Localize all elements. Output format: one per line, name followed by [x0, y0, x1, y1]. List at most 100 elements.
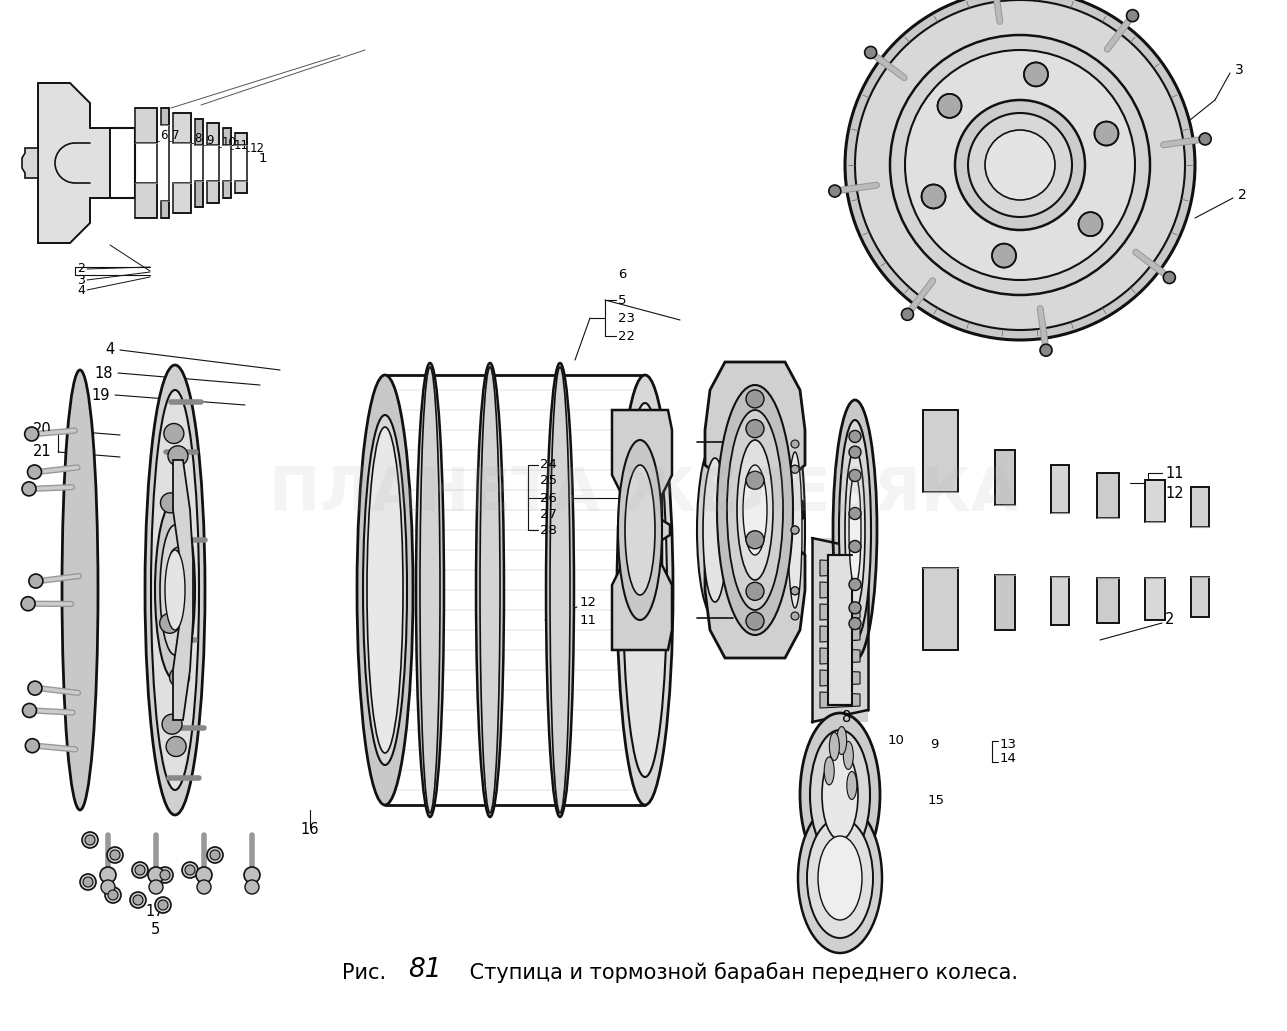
- Circle shape: [197, 880, 211, 894]
- Circle shape: [24, 427, 39, 441]
- Text: 6: 6: [618, 268, 627, 281]
- Text: 10: 10: [221, 136, 237, 149]
- Circle shape: [1163, 271, 1175, 284]
- Circle shape: [849, 431, 861, 442]
- Ellipse shape: [801, 713, 880, 877]
- Bar: [995, 450, 1015, 505]
- Ellipse shape: [846, 450, 865, 610]
- Circle shape: [921, 185, 946, 208]
- Ellipse shape: [703, 458, 727, 602]
- Ellipse shape: [416, 363, 444, 817]
- Bar: [196, 181, 203, 207]
- Bar: [812, 538, 867, 722]
- Ellipse shape: [846, 0, 1196, 340]
- Circle shape: [849, 507, 861, 520]
- Bar: [1097, 473, 1118, 518]
- Ellipse shape: [363, 415, 407, 765]
- Circle shape: [28, 681, 42, 695]
- Text: 2: 2: [77, 263, 85, 275]
- Circle shape: [746, 612, 764, 630]
- Ellipse shape: [616, 375, 673, 805]
- Text: 26: 26: [541, 492, 557, 504]
- Ellipse shape: [849, 475, 861, 585]
- Circle shape: [107, 847, 124, 863]
- Circle shape: [133, 895, 143, 905]
- Circle shape: [160, 870, 170, 880]
- Ellipse shape: [367, 427, 403, 753]
- Circle shape: [82, 832, 98, 849]
- Circle shape: [245, 867, 260, 883]
- Circle shape: [158, 900, 169, 910]
- Circle shape: [792, 465, 799, 473]
- Polygon shape: [705, 362, 804, 658]
- Circle shape: [210, 850, 220, 860]
- Ellipse shape: [824, 757, 834, 785]
- Polygon shape: [613, 410, 672, 650]
- Bar: [1145, 480, 1165, 522]
- Circle shape: [133, 862, 148, 878]
- Circle shape: [746, 531, 764, 548]
- Ellipse shape: [154, 500, 196, 680]
- Bar: [1097, 578, 1118, 623]
- Circle shape: [992, 243, 1015, 268]
- Bar: [207, 181, 219, 203]
- Text: 1: 1: [259, 152, 268, 165]
- Ellipse shape: [160, 525, 190, 655]
- Text: 11: 11: [234, 139, 248, 152]
- Polygon shape: [820, 626, 860, 642]
- Circle shape: [148, 867, 163, 883]
- Circle shape: [792, 465, 799, 473]
- Text: 13: 13: [1000, 738, 1017, 752]
- Ellipse shape: [151, 390, 199, 790]
- Polygon shape: [820, 560, 860, 576]
- Circle shape: [849, 602, 861, 613]
- Bar: [1190, 487, 1208, 527]
- Circle shape: [746, 471, 764, 490]
- Ellipse shape: [837, 727, 847, 755]
- Bar: [236, 133, 247, 145]
- Ellipse shape: [165, 550, 185, 630]
- Text: 5: 5: [151, 923, 160, 937]
- Polygon shape: [820, 692, 860, 708]
- Circle shape: [149, 880, 163, 894]
- Ellipse shape: [741, 450, 770, 610]
- Ellipse shape: [737, 440, 773, 580]
- Circle shape: [170, 546, 190, 567]
- Circle shape: [167, 445, 188, 466]
- Circle shape: [746, 390, 764, 408]
- Text: 10: 10: [888, 733, 905, 746]
- Bar: [1190, 577, 1208, 617]
- Circle shape: [196, 867, 212, 883]
- Bar: [923, 568, 958, 650]
- Text: 11: 11: [1165, 466, 1184, 480]
- Ellipse shape: [819, 836, 862, 920]
- Polygon shape: [820, 604, 860, 620]
- Circle shape: [792, 526, 799, 534]
- Ellipse shape: [727, 410, 782, 610]
- Circle shape: [181, 862, 198, 878]
- Ellipse shape: [847, 771, 857, 799]
- Circle shape: [27, 465, 41, 479]
- Ellipse shape: [807, 818, 873, 938]
- Ellipse shape: [623, 403, 667, 777]
- Ellipse shape: [698, 442, 734, 618]
- Bar: [828, 555, 852, 705]
- Ellipse shape: [788, 452, 802, 608]
- Circle shape: [162, 714, 181, 734]
- Circle shape: [1126, 9, 1139, 22]
- Polygon shape: [39, 84, 109, 243]
- Text: 2: 2: [1238, 188, 1247, 202]
- Ellipse shape: [798, 803, 882, 953]
- Circle shape: [792, 587, 799, 595]
- Text: 81: 81: [408, 957, 441, 983]
- Circle shape: [792, 612, 799, 620]
- Bar: [161, 108, 169, 125]
- Text: 27: 27: [541, 507, 557, 521]
- Text: Рис.: Рис.: [342, 963, 386, 983]
- Text: 16: 16: [301, 823, 319, 837]
- Circle shape: [163, 424, 184, 443]
- Text: 2: 2: [1165, 612, 1174, 628]
- Circle shape: [901, 308, 914, 321]
- Ellipse shape: [476, 363, 505, 817]
- Text: 7: 7: [172, 129, 179, 142]
